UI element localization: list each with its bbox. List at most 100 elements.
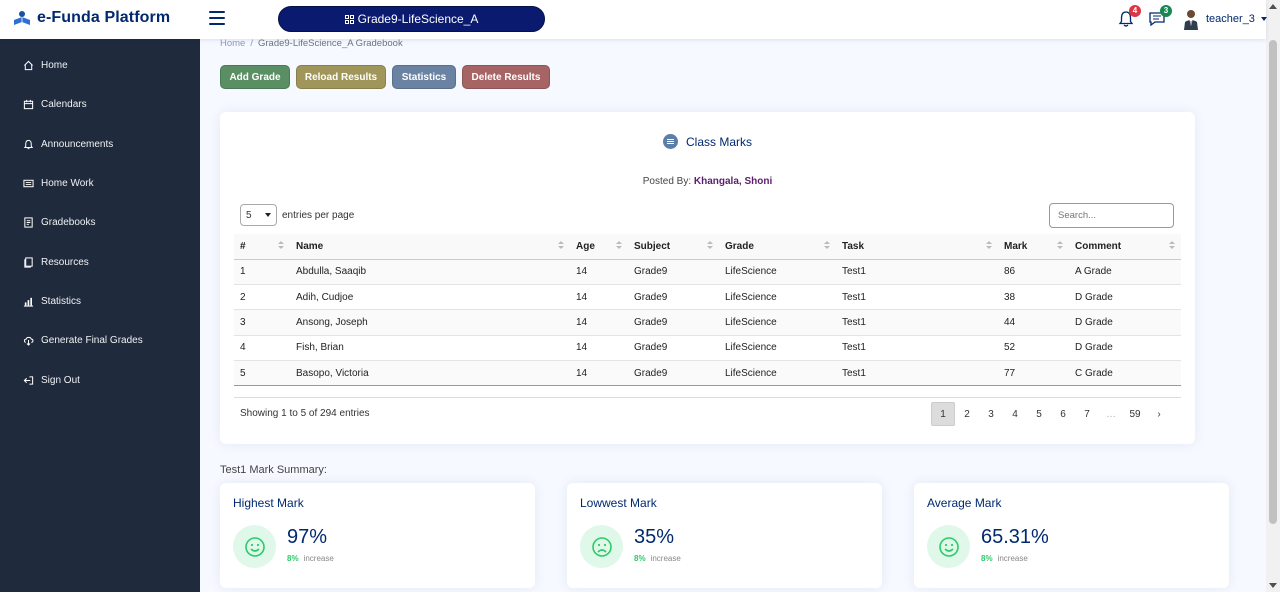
mark-summary-title: Test1 Mark Summary:	[220, 464, 327, 476]
cell-name: Abdulla, Saaqib	[290, 259, 570, 285]
cell-number: 5	[234, 360, 290, 387]
stat-title: Highest Mark	[233, 496, 304, 510]
sidebar-item-generate-final-grades[interactable]: Generate Final Grades	[23, 335, 143, 346]
class-selector-button[interactable]: Grade9-LifeScience_A	[278, 6, 545, 32]
page-button[interactable]: 59	[1129, 408, 1141, 420]
cell-task: Test1	[836, 360, 998, 387]
cell-comment: D Grade	[1069, 335, 1181, 362]
frown-icon	[580, 525, 623, 568]
user-menu[interactable]: teacher_3	[1182, 8, 1267, 30]
cell-comment: D Grade	[1069, 309, 1181, 336]
stat-title: Lowwest Mark	[580, 496, 657, 510]
sort-icon	[616, 241, 622, 249]
cell-grade: LifeScience	[719, 309, 836, 336]
marks-table: # Name Age Subject Grade Task Mark Comme…	[234, 234, 1181, 387]
page-button[interactable]: 3	[988, 408, 994, 420]
page-button[interactable]: 5	[1036, 408, 1042, 420]
sort-icon	[1057, 241, 1063, 249]
chevron-down-icon	[1260, 17, 1267, 21]
cell-number: 4	[234, 335, 290, 362]
page-button[interactable]: 7	[1084, 408, 1090, 420]
home-icon	[24, 60, 33, 71]
sidebar-item-label: Statistics	[41, 296, 82, 307]
stat-change-value: 8%	[634, 554, 646, 563]
sidebar-item-resources[interactable]: Resources	[23, 257, 89, 268]
breadcrumb: Home / Grade9-LifeScience_A Gradebook	[220, 38, 403, 49]
column-header[interactable]: Grade	[719, 234, 836, 260]
posted-by-label: Posted By:	[642, 176, 692, 187]
cell-mark: 86	[998, 259, 1069, 285]
column-header[interactable]: Subject	[628, 234, 719, 260]
cell-subject: Grade9	[628, 309, 719, 336]
scroll-thumb[interactable]	[1269, 40, 1277, 524]
grid-icon	[344, 14, 354, 24]
sidebar-item-sign-out[interactable]: Sign Out	[23, 375, 80, 386]
stat-change: 8% increase	[981, 554, 1028, 563]
lowest-mark-card: Lowwest Mark 35% 8% increase	[567, 483, 882, 588]
add-grade-button[interactable]: Add Grade	[220, 65, 290, 89]
breadcrumb-home-link[interactable]: Home	[220, 38, 246, 49]
sidebar-item-statistics[interactable]: Statistics	[23, 296, 81, 307]
column-header[interactable]: Task	[836, 234, 998, 260]
class-marks-card: Class Marks Posted By: Khangala, Shoni 5…	[220, 112, 1195, 444]
cell-task: Test1	[836, 259, 998, 285]
column-header[interactable]: Mark	[998, 234, 1069, 260]
logo[interactable]: e-Funda Platform	[12, 8, 170, 28]
cell-mark: 38	[998, 284, 1069, 311]
next-page-button[interactable]: ›	[1157, 408, 1161, 420]
breadcrumb-current: Grade9-LifeScience_A Gradebook	[257, 38, 403, 49]
cell-grade: LifeScience	[719, 284, 836, 311]
sort-icon	[824, 241, 830, 249]
column-header[interactable]: #	[234, 234, 290, 260]
sidebar-item-label: Calendars	[41, 99, 87, 110]
calendar-icon	[23, 99, 34, 110]
sidebar-item-label: Generate Final Grades	[41, 335, 143, 346]
column-header[interactable]: Name	[290, 234, 570, 260]
logo-text: e-Funda Platform	[37, 9, 171, 26]
breadcrumb-separator: /	[250, 38, 253, 49]
cell-name: Fish, Brian	[290, 335, 570, 362]
sidebar-item-gradebooks[interactable]: Gradebooks	[23, 217, 95, 228]
menu-toggle-icon[interactable]	[209, 11, 225, 25]
messages-icon[interactable]: 3	[1148, 5, 1172, 28]
page-button[interactable]: 1	[931, 402, 955, 426]
sidebar-item-label: Announcements	[41, 139, 114, 150]
entries-per-page-value: 5	[246, 209, 252, 221]
table-row: 3 Ansong, Joseph 14 Grade9 LifeScience Test1 4…	[234, 309, 1181, 336]
stat-change: 8% increase	[287, 554, 334, 563]
cell-mark: 52	[998, 335, 1069, 362]
table-row: 1 Abdulla, Saaqib 14 Grade9 LifeScience Test1…	[234, 259, 1181, 285]
cell-comment: D Grade	[1069, 284, 1181, 311]
page-button[interactable]: 6	[1060, 408, 1066, 420]
sidebar-item-calendars[interactable]: Calendars	[23, 99, 87, 110]
sidebar-item-home-work[interactable]: Home Work	[23, 178, 94, 189]
stat-change-label: increase	[997, 554, 1028, 563]
page-button[interactable]: 4	[1012, 408, 1018, 420]
cell-subject: Grade9	[628, 335, 719, 362]
sidebar-item-home[interactable]: Home	[23, 60, 68, 71]
notifications-bell-icon[interactable]: 4	[1117, 5, 1141, 28]
page-button[interactable]: 2	[964, 408, 970, 420]
sidebar-item-announcements[interactable]: Announcements	[23, 139, 113, 150]
column-header[interactable]: Age	[570, 234, 628, 260]
cell-grade: LifeScience	[719, 259, 836, 285]
smile-icon	[233, 525, 276, 568]
avatar	[1184, 10, 1198, 30]
list-icon	[662, 134, 678, 149]
entries-per-page-select[interactable]: 5	[240, 204, 277, 226]
reload-results-button[interactable]: Reload Results	[296, 65, 386, 89]
scroll-down-icon[interactable]	[1269, 583, 1277, 588]
card-title: Class Marks	[220, 134, 1195, 149]
page-ellipsis: …	[1106, 408, 1116, 420]
statistics-button[interactable]: Statistics	[392, 65, 456, 89]
page-scrollbar[interactable]	[1266, 0, 1280, 592]
posted-by-name: Khangala, Shoni	[693, 176, 773, 187]
scroll-up-icon[interactable]	[1269, 4, 1277, 9]
class-name: Grade9-LifeScience_A	[357, 12, 479, 26]
card-title-text: Class Marks	[685, 134, 752, 149]
posted-by: Posted By: Khangala, Shoni	[220, 176, 1195, 187]
search-input[interactable]	[1049, 203, 1174, 228]
delete-results-button[interactable]: Delete Results	[462, 65, 550, 89]
highest-mark-card: Highest Mark 97% 8% increase	[220, 483, 535, 588]
column-header[interactable]: Comment	[1069, 234, 1181, 260]
